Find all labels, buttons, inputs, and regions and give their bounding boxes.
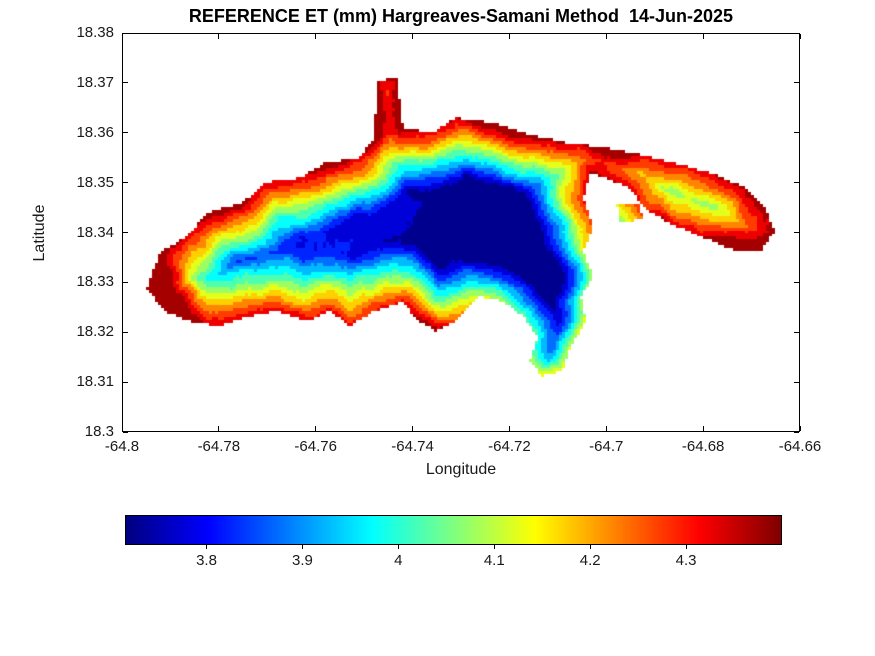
colorbar-tick-label: 3.9 [292,552,313,569]
y-tick-label: 18.31 [76,373,114,391]
y-tick-label: 18.32 [76,323,114,341]
colorbar [125,515,782,545]
y-tick-mark [123,232,128,233]
x-tick-label: -64.76 [294,438,337,455]
x-tick-label: -64.7 [589,438,624,455]
x-tick-label: -64.68 [681,438,725,455]
x-tick-mark [121,426,123,431]
et-heatmap-canvas [123,34,799,431]
y-tick-mark-right [794,182,799,184]
y-tick-mark [123,82,128,84]
x-tick-label: -64.74 [391,438,434,455]
y-tick-mark-right [794,232,799,233]
x-tick-label: -64.78 [197,438,241,455]
y-tick-label: 18.3 [84,423,114,440]
x-tick-mark-top [218,34,220,39]
colorbar-tick-mark [589,545,591,549]
colorbar-tick-mark [206,545,208,549]
y-axis-label: Latitude [31,204,48,262]
x-axis-label: Longitude [425,461,497,478]
x-tick-label: -64.66 [778,438,822,455]
y-tick-mark [123,331,128,333]
colorbar-tick-mark [493,545,495,549]
colorbar-tick-label: 4.2 [579,552,601,569]
x-tick-label: -64.8 [104,438,140,455]
x-tick-mark-top [508,34,510,39]
y-tick-label: 18.33 [76,273,114,291]
x-tick-mark [799,426,801,431]
y-tick-mark [123,132,128,134]
plot-area [122,33,800,432]
colorbar-tick-label: 4 [394,552,403,569]
y-tick-mark [123,431,128,433]
x-tick-mark [702,426,704,431]
x-tick-mark [605,426,607,431]
y-tick-mark-right [794,132,799,134]
x-tick-label: -64.72 [488,438,531,455]
colorbar-tick-label: 4.1 [483,552,505,569]
x-tick-mark [412,426,414,431]
x-tick-mark-top [315,34,317,39]
colorbar-tick-mark [685,545,687,549]
x-tick-mark-top [702,34,704,39]
x-tick-mark-top [605,34,607,39]
colorbar-tick-label: 3.8 [196,552,217,569]
y-tick-mark-right [794,381,799,383]
y-tick-mark-right [794,32,799,34]
y-tick-label: 18.36 [76,123,114,141]
chart-title: REFERENCE ET (mm) Hargreaves-Samani Meth… [188,6,734,26]
y-tick-mark [123,182,128,184]
y-tick-mark-right [794,331,799,333]
x-tick-mark-top [121,34,123,39]
colorbar-tick-label: 4.3 [675,552,697,569]
y-tick-label: 18.35 [76,173,114,191]
y-tick-label: 18.34 [76,223,114,241]
y-tick-label: 18.37 [76,73,114,91]
x-tick-mark-top [799,34,801,39]
y-tick-mark [123,281,128,283]
y-tick-mark-right [794,431,799,433]
x-tick-mark-top [412,34,414,39]
colorbar-tick-mark [397,545,399,549]
colorbar-gradient-canvas [126,516,781,544]
y-tick-mark-right [794,281,799,283]
x-tick-mark [218,426,220,431]
y-tick-label: 18.38 [76,24,114,41]
y-tick-mark-right [794,82,799,84]
y-tick-mark [123,381,128,383]
y-tick-mark [123,32,128,34]
x-tick-mark [315,426,317,431]
x-tick-mark [508,426,510,431]
colorbar-tick-mark [301,545,303,549]
